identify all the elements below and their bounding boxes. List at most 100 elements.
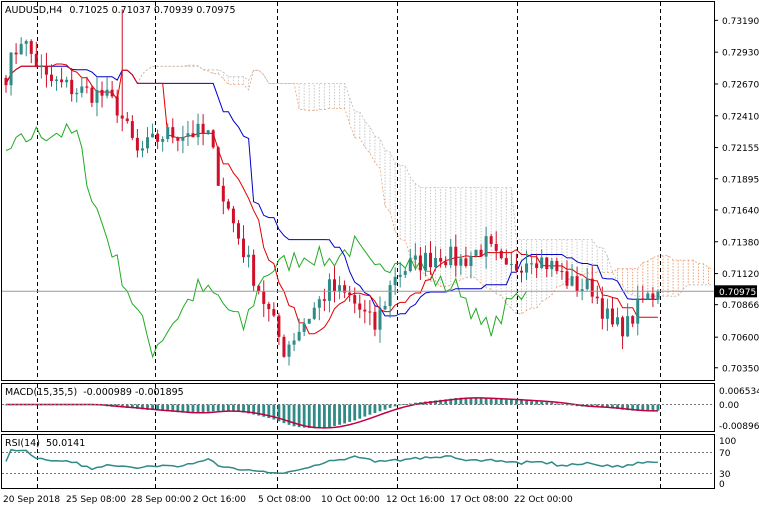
candle-body <box>171 127 175 138</box>
rsi-panel-frame <box>1 434 715 489</box>
candle-body <box>393 276 397 286</box>
candle-body <box>333 279 336 292</box>
macd-bar <box>242 404 245 413</box>
macd-bar <box>151 404 154 411</box>
macd-bar <box>434 400 437 405</box>
macd-bar <box>130 404 134 409</box>
macd-bar <box>499 399 503 405</box>
macd-label: MACD(15,35,5) -0.000989 -0.001895 <box>5 387 184 398</box>
candle-body <box>115 96 119 116</box>
macd-bar <box>348 404 352 422</box>
candlestick-series <box>4 9 660 366</box>
candle-body <box>146 137 150 149</box>
price-axis: 0.73190 0.72930 0.72670 0.72410 0.72155 0.718… <box>714 17 759 374</box>
macd-bar <box>545 402 549 405</box>
candle-body <box>196 123 200 138</box>
macd-bar <box>520 400 523 405</box>
price-tick-label: 0.71895 <box>722 175 759 185</box>
candle-body <box>560 271 564 273</box>
macd-bar <box>636 404 640 411</box>
candle-body <box>24 40 28 44</box>
time-tick-label: 5 Oct 08:00 <box>258 495 311 505</box>
candle-body <box>636 298 640 324</box>
candle-body <box>474 249 478 256</box>
candle-body <box>434 258 438 268</box>
price-panel-frame <box>1 1 715 381</box>
macd-bar <box>398 404 402 406</box>
macd-signal-line <box>6 397 658 429</box>
macd-bar <box>156 404 160 411</box>
macd-bar <box>611 404 614 409</box>
candle-body <box>221 185 225 202</box>
macd-bar <box>125 404 129 408</box>
candle-body <box>338 285 342 292</box>
macd-bar <box>600 404 604 408</box>
price-tick-label: 0.70866 <box>722 301 759 311</box>
candle-body <box>378 309 382 330</box>
candle-body <box>226 201 230 209</box>
candle-body <box>413 255 417 260</box>
candle-body <box>525 263 529 273</box>
candle-body <box>499 250 503 259</box>
price-tick-label: 0.70350 <box>722 364 759 374</box>
candle-body <box>317 299 321 308</box>
macd-bar <box>312 404 316 429</box>
ohlc-values: 0.71025 0.71037 0.70939 0.70975 <box>69 5 235 16</box>
candle-body <box>514 263 518 271</box>
macd-bar <box>161 404 165 412</box>
candle-body <box>540 257 544 269</box>
macd-bar <box>530 401 533 405</box>
candle-body <box>130 121 134 138</box>
time-tick-label: 17 Oct 08:00 <box>450 495 509 505</box>
time-axis: 20 Sep 2018 25 Sep 08:00 28 Sep 00:00 2 Oct… <box>3 495 573 505</box>
candle-body <box>358 303 362 310</box>
macd-bar <box>550 402 554 405</box>
macd-bar <box>606 404 609 408</box>
candle-body <box>307 318 311 324</box>
macd-bar <box>186 404 190 414</box>
macd-bar <box>479 398 483 405</box>
candle-body <box>85 86 89 88</box>
candle-body <box>605 308 609 319</box>
candle-body <box>398 274 402 277</box>
price-tick-label: 0.71640 <box>722 206 759 216</box>
candle-body <box>545 257 549 270</box>
candle-body <box>257 285 261 292</box>
macd-bar <box>181 404 185 413</box>
candle-body <box>161 138 165 142</box>
candle-body <box>95 89 99 103</box>
candle-body <box>120 115 124 119</box>
candle-body <box>348 292 352 296</box>
macd-bar <box>363 404 367 417</box>
macd-bar <box>393 404 397 407</box>
macd-bar <box>267 404 271 419</box>
macd-tick-top: 0.006534 <box>719 387 759 397</box>
candle-body <box>287 344 291 357</box>
candle-body <box>236 223 240 239</box>
macd-bar <box>368 404 372 415</box>
macd-bar <box>237 404 240 412</box>
candle-body <box>565 271 569 286</box>
candle-body <box>277 315 281 337</box>
macd-bar <box>328 404 331 428</box>
rsi-indicator-name: RSI(14) <box>5 438 40 449</box>
macd-bar <box>206 404 210 412</box>
candle-body <box>39 66 43 68</box>
macd-bar <box>232 404 235 412</box>
time-tick-label: 22 Oct 00:00 <box>514 495 573 505</box>
time-tick-label: 25 Sep 08:00 <box>66 495 126 505</box>
candle-body <box>651 293 655 300</box>
candle-body <box>191 133 195 138</box>
candle-body <box>322 299 326 301</box>
macd-bar <box>570 404 574 406</box>
macd-bar <box>509 399 513 405</box>
candle-body <box>555 260 559 272</box>
candle-body <box>641 298 645 300</box>
macd-bar <box>621 404 624 410</box>
candle-body <box>297 331 301 341</box>
macd-bar <box>464 397 468 405</box>
chart-symbol-label: AUDUSD,H4 0.71025 0.71037 0.70939 0.7097… <box>5 5 236 16</box>
candle-body <box>489 236 493 245</box>
candle-body <box>484 236 488 257</box>
candle-body <box>14 52 18 55</box>
